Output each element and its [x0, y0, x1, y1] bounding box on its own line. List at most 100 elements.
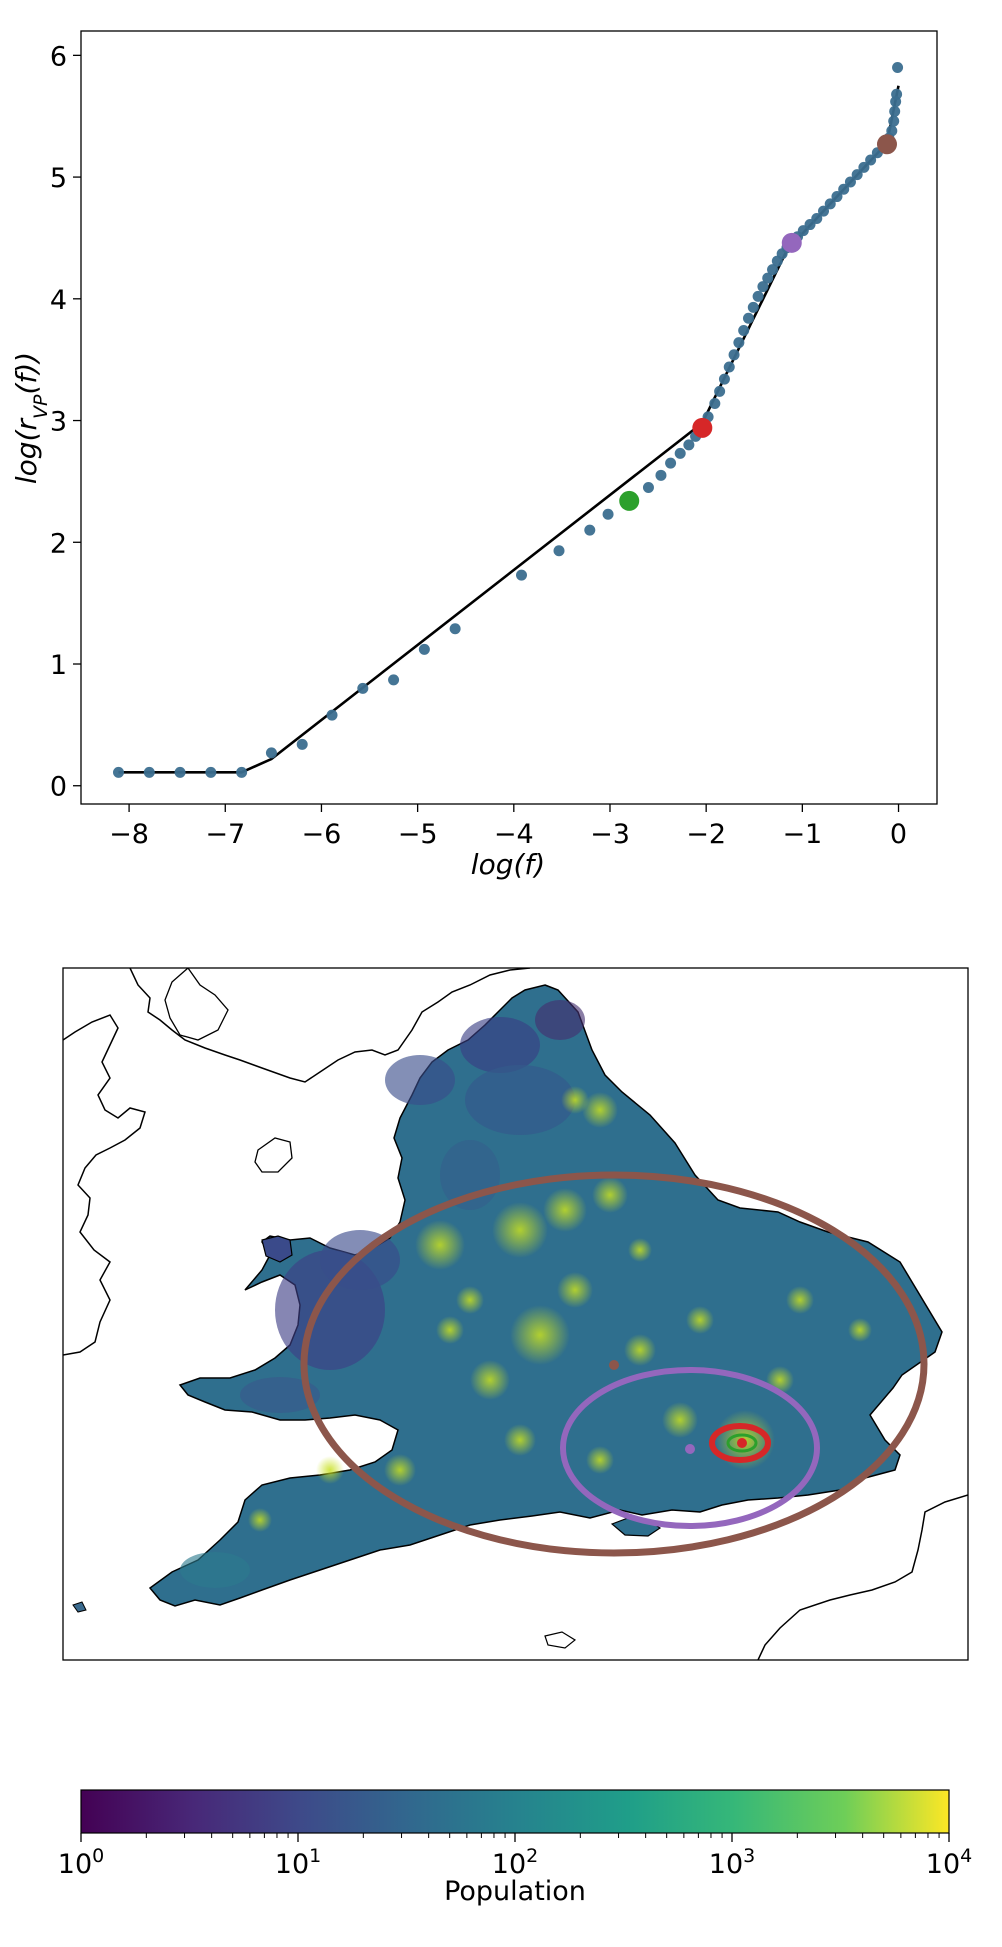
y-tick-label: 0 — [50, 772, 67, 803]
data-point — [888, 115, 900, 127]
city-hotspot — [624, 1334, 656, 1366]
scotland-coastline — [129, 968, 531, 1083]
data-point — [762, 272, 774, 284]
city-hotspot — [848, 1318, 872, 1342]
colorbar: 100 101 102 103 104 Population — [58, 1789, 972, 1907]
data-point — [357, 682, 369, 694]
data-point — [665, 457, 677, 469]
x-tick-label: −4 — [494, 819, 534, 850]
isle-of-man — [254, 1137, 293, 1173]
colorbar-tick-label: 104 — [926, 1845, 972, 1880]
map-frame — [62, 967, 969, 1661]
data-point — [718, 373, 730, 385]
highlight-point — [619, 490, 640, 511]
ring-center — [737, 1438, 747, 1448]
density-patch — [465, 1065, 575, 1135]
channel-islands — [544, 1631, 577, 1649]
data-point — [205, 766, 217, 778]
city-hotspot — [456, 1286, 484, 1314]
data-point — [723, 361, 735, 373]
highlight-point — [692, 417, 713, 438]
y-tick-label: 6 — [50, 41, 67, 72]
city-hotspot — [316, 1456, 344, 1484]
data-point — [838, 183, 850, 195]
data-point — [143, 766, 155, 778]
radius-ring — [300, 1171, 928, 1557]
ring-center — [609, 1360, 619, 1370]
data-point — [602, 508, 614, 520]
data-point — [516, 569, 528, 581]
data-point — [683, 439, 695, 451]
data-point — [709, 398, 721, 410]
data-point — [757, 281, 769, 293]
data-point — [642, 481, 654, 493]
city-hotspot — [510, 1305, 570, 1365]
x-tick-label: −7 — [205, 819, 245, 850]
colorbar-tick-label: 100 — [58, 1845, 104, 1880]
city-hotspot — [582, 1092, 618, 1128]
data-point — [767, 264, 779, 276]
radius-ring — [560, 1367, 820, 1529]
data-point — [674, 447, 686, 459]
density-patch — [460, 1017, 540, 1073]
data-point — [174, 766, 186, 778]
data-point — [655, 469, 667, 481]
data-point — [236, 766, 248, 778]
y-axis-label: log(rVP(f)) — [10, 352, 52, 484]
x-tick-label: 0 — [890, 819, 907, 850]
data-point — [844, 176, 856, 188]
city-hotspot — [543, 1188, 587, 1232]
colorbar-tick-label: 101 — [275, 1845, 321, 1880]
data-point — [865, 154, 877, 166]
data-point — [824, 198, 836, 210]
data-point — [584, 524, 596, 536]
data-point — [752, 290, 764, 302]
city-hotspot — [384, 1454, 416, 1486]
data-point — [886, 125, 898, 137]
city-hotspot — [415, 1220, 465, 1270]
data-point — [889, 105, 901, 117]
ring-center — [685, 1444, 695, 1454]
x-axis-label: log(f) — [471, 848, 545, 881]
data-point — [851, 169, 863, 181]
city-hotspot — [492, 1202, 548, 1258]
x-tick-label: −1 — [782, 819, 822, 850]
data-point — [818, 205, 830, 217]
city-hotspot — [470, 1360, 510, 1400]
density-patch — [535, 1000, 585, 1040]
y-tick-label: 4 — [50, 285, 67, 316]
data-point — [553, 545, 565, 557]
x-tick-label: −2 — [686, 819, 726, 850]
data-point — [113, 766, 125, 778]
x-tick-label: −3 — [590, 819, 630, 850]
highlight-point — [876, 134, 897, 155]
y-tick-label: 5 — [50, 163, 67, 194]
colorbar-label: Population — [444, 1876, 586, 1907]
colorbar-gradient — [80, 1789, 950, 1834]
y-tick-label: 1 — [50, 650, 67, 681]
data-point — [858, 161, 870, 173]
scaling-plot: −8 −7 −6 −5 −4 −3 −2 −1 0 0 1 2 3 4 5 6 log(f) log(rVP… — [10, 30, 938, 881]
density-patch — [240, 1377, 320, 1413]
fit-line — [118, 85, 900, 774]
density-patch — [385, 1055, 455, 1105]
data-point — [296, 738, 308, 750]
colorbar-tick-label: 102 — [492, 1845, 538, 1880]
city-hotspot — [248, 1508, 272, 1532]
radius-ring — [709, 1423, 771, 1463]
data-point — [738, 324, 750, 336]
data-point — [811, 212, 823, 224]
city-hotspot — [504, 1424, 536, 1456]
data-point — [733, 337, 745, 349]
city-hotspot — [586, 1446, 614, 1474]
y-tick-label: 3 — [50, 407, 67, 438]
data-point — [449, 623, 461, 635]
city-hotspot — [592, 1177, 628, 1213]
data-point — [265, 747, 277, 759]
city-hotspot — [561, 1086, 589, 1114]
density-patch — [180, 1552, 250, 1588]
data-point — [831, 191, 843, 203]
x-tick-label: −8 — [109, 819, 149, 850]
data-point — [388, 674, 400, 686]
